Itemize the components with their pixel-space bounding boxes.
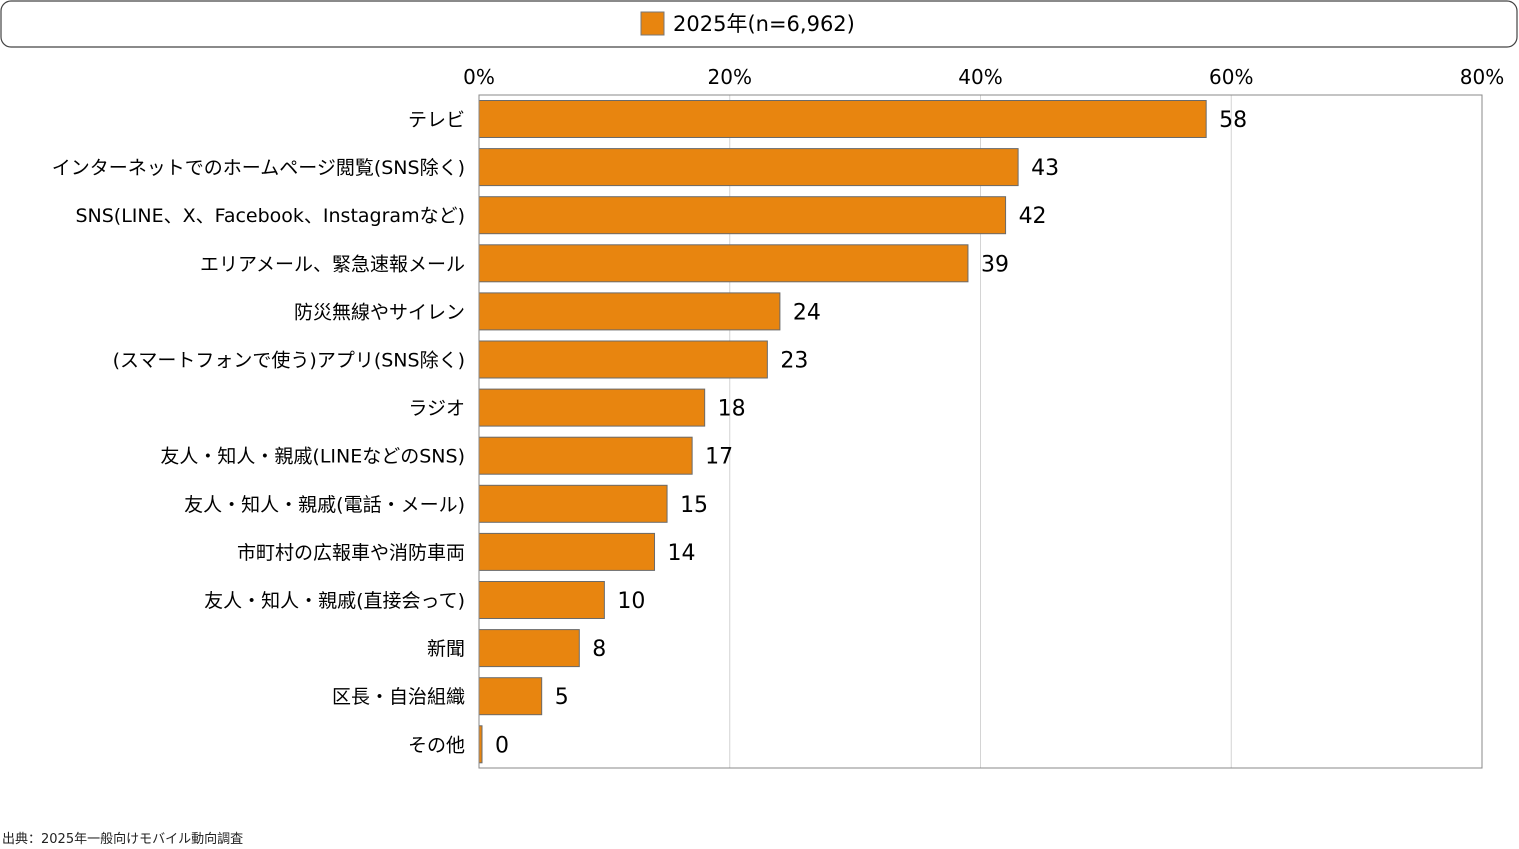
data-label: 39 [981,252,1009,277]
category-label: 友人・知人・親戚(LINEなどのSNS) [160,446,465,468]
x-tick-label: 20% [708,65,752,89]
data-label: 18 [718,397,746,422]
bar [478,484,668,523]
category-label: 友人・知人・親戚(電話・メール) [184,494,465,516]
bar [478,100,1207,138]
bar [478,388,706,427]
bar [478,340,768,379]
x-tick-label: 60% [1209,65,1253,89]
category-label: インターネットでのホームページ閲覧(SNS除く) [52,157,465,179]
bar [478,581,605,619]
category-label: 新聞 [427,638,465,660]
bar [478,436,693,475]
data-label: 42 [1019,204,1047,229]
category-label: ラジオ [408,398,465,420]
bar [478,244,969,283]
category-label: その他 [408,734,465,756]
category-label: エリアメール、緊急速報メール [200,253,465,275]
category-label: (スマートフォンで使う)アプリ(SNS除く) [113,350,465,372]
category-label: 友人・知人・親戚(直接会って) [204,590,465,612]
legend-label: 2025年(n=6,962) [673,12,855,36]
data-label: 14 [668,541,696,566]
category-label: SNS(LINE、X、Facebook、Instagramなど) [75,205,465,227]
data-label: 17 [705,445,733,470]
data-label: 8 [592,637,606,662]
data-label: 58 [1219,108,1247,133]
data-label: 43 [1031,156,1059,181]
category-label: テレビ [408,109,465,131]
data-label: 5 [555,685,569,710]
bar [478,532,656,571]
data-label: 10 [617,589,645,614]
data-label: 0 [495,733,509,758]
data-label: 24 [793,300,821,325]
legend-box [0,0,1518,48]
category-label: 区長・自治組織 [332,686,465,708]
bar [478,677,543,716]
data-label: 15 [680,493,708,518]
source-note: 出典：2025年一般向けモバイル動向調査 [2,832,244,847]
plot-frame [478,94,1483,769]
bar [478,196,1007,235]
x-tick-label: 0% [463,65,495,89]
x-tick-label: 40% [958,65,1002,89]
category-label: 市町村の広報車や消防車両 [237,542,465,564]
bar [478,148,1019,187]
data-label: 23 [780,349,808,374]
legend-swatch [640,11,665,36]
bar [478,629,580,668]
x-tick-label: 80% [1460,65,1504,89]
bar [478,292,781,331]
category-label: 防災無線やサイレン [294,301,465,323]
